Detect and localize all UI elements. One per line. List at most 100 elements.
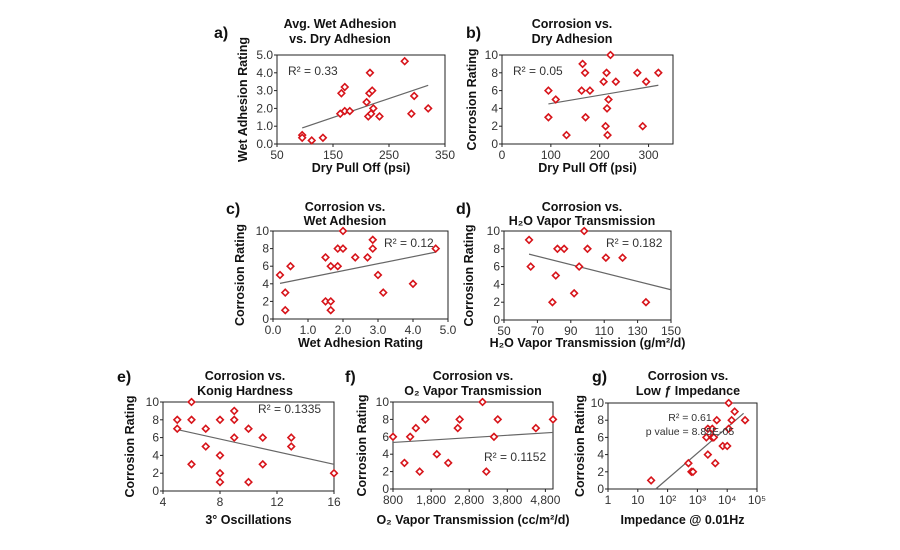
data-point <box>478 397 487 407</box>
data-point <box>551 95 561 104</box>
plot-frame <box>272 230 449 320</box>
x-tick-label: 10³ <box>689 493 706 507</box>
data-point <box>724 398 734 408</box>
x-tick-label: 1.0 <box>300 323 317 337</box>
data-point <box>307 136 317 145</box>
data-point <box>548 414 558 424</box>
y-tick-label: 4 <box>262 277 269 291</box>
y-tick-label: 10 <box>485 48 499 62</box>
data-point <box>338 226 348 236</box>
data-point <box>363 252 372 262</box>
y-axis-label: Corrosion Rating <box>465 48 479 150</box>
chart-d: d) Corrosion vs.H₂O Vapor Transmission 0 2 4… <box>456 200 685 350</box>
data-point <box>329 468 339 478</box>
x-tick-label: 110 <box>595 324 614 338</box>
plot-frame <box>607 402 758 490</box>
data-point <box>489 432 499 442</box>
chart-c: c) Corrosion vs.Wet Adhesion 0 2 4 6 8 10 0.0 1.0… <box>226 200 457 350</box>
panel-label: c) <box>226 201 240 218</box>
data-point <box>559 244 569 254</box>
x-axis-label: Dry Pull Off (psi) <box>312 161 411 175</box>
data-point <box>275 270 285 280</box>
y-axis-label: Corrosion Rating <box>355 394 369 496</box>
x-tick-label: 100 <box>541 148 561 162</box>
data-point <box>326 305 336 315</box>
y-tick-label: 0 <box>262 312 269 326</box>
y-tick-label: 6 <box>597 430 604 444</box>
y-tick-label: 1.0 <box>256 119 273 133</box>
data-point <box>606 50 615 60</box>
x-tick-label: 16 <box>327 495 341 509</box>
data-point <box>326 261 336 271</box>
y-axis-label: Wet Adhesion Rating <box>236 37 250 162</box>
data-point <box>215 477 225 487</box>
data-point <box>710 458 720 468</box>
data-point <box>411 423 421 433</box>
data-point <box>601 121 611 131</box>
data-point <box>172 424 182 434</box>
data-point <box>187 415 196 425</box>
data-point <box>215 415 225 425</box>
data-point <box>641 77 651 87</box>
x-tick-label: 3,800 <box>492 493 522 507</box>
r-squared-annotation: R² = 0.05 <box>513 64 563 78</box>
trendline <box>392 431 554 444</box>
data-point <box>551 271 561 280</box>
chart-title: Corrosion vs. <box>433 369 514 383</box>
data-point <box>611 77 621 87</box>
panel-label: d) <box>456 201 471 218</box>
data-point <box>286 442 296 451</box>
x-axis-label: Dry Pull Off (psi) <box>538 161 637 175</box>
y-tick-label: 8 <box>597 413 604 427</box>
x-tick-label: 800 <box>383 493 403 507</box>
x-tick-label: 130 <box>628 324 648 338</box>
data-point <box>373 270 383 280</box>
y-tick-label: 4 <box>152 448 159 462</box>
data-point <box>258 433 268 443</box>
y-tick-label: 2 <box>152 466 159 480</box>
r-squared-annotation: R² = 0.1335 <box>258 402 321 416</box>
data-point <box>585 86 595 96</box>
data-point <box>400 56 410 66</box>
y-tick-label: 6 <box>493 260 500 274</box>
data-point <box>280 305 290 315</box>
chart-title: Low ƒ Impedance <box>636 384 740 398</box>
x-tick-label: 12 <box>270 495 284 509</box>
data-point <box>367 86 377 96</box>
y-tick-label: 2.0 <box>256 101 273 115</box>
y-axis-label: Corrosion Rating <box>462 224 476 326</box>
x-tick-label: 4,800 <box>530 493 560 507</box>
chart-title: Corrosion vs. <box>542 200 623 214</box>
data-point <box>286 261 295 271</box>
trendline <box>302 84 429 129</box>
y-axis-label: Corrosion Rating <box>233 224 247 326</box>
x-axis-label: Wet Adhesion Rating <box>298 336 423 350</box>
data-point <box>350 252 360 262</box>
x-tick-label: 250 <box>379 148 399 162</box>
data-point <box>187 397 196 407</box>
data-point <box>399 458 409 468</box>
data-point <box>579 226 589 236</box>
data-point <box>368 103 378 113</box>
data-point <box>431 244 441 254</box>
data-point <box>187 459 196 469</box>
data-point <box>375 111 384 121</box>
data-point <box>215 468 225 478</box>
chart-g: g) Corrosion vs.Low ƒ Impedance 0 2 4 6 8 10 1 10… <box>573 369 766 527</box>
x-tick-label: 10 <box>631 493 645 507</box>
data-point <box>601 253 611 263</box>
x-axis-label: H₂O Vapor Transmission (g/m²/d) <box>490 336 686 350</box>
chart-title: vs. Dry Adhesion <box>289 32 391 46</box>
data-point <box>724 424 734 434</box>
r-squared-annotation: R² = 0.33 <box>288 64 338 78</box>
data-point <box>172 415 182 425</box>
data-point <box>455 414 465 424</box>
x-tick-label: 2,800 <box>454 493 484 507</box>
y-tick-label: 10 <box>146 395 160 409</box>
panel-label: b) <box>466 25 481 42</box>
y-tick-label: 3.0 <box>256 84 273 98</box>
data-point <box>406 109 416 119</box>
x-tick-label: 90 <box>564 324 578 338</box>
y-tick-label: 2 <box>491 119 498 133</box>
